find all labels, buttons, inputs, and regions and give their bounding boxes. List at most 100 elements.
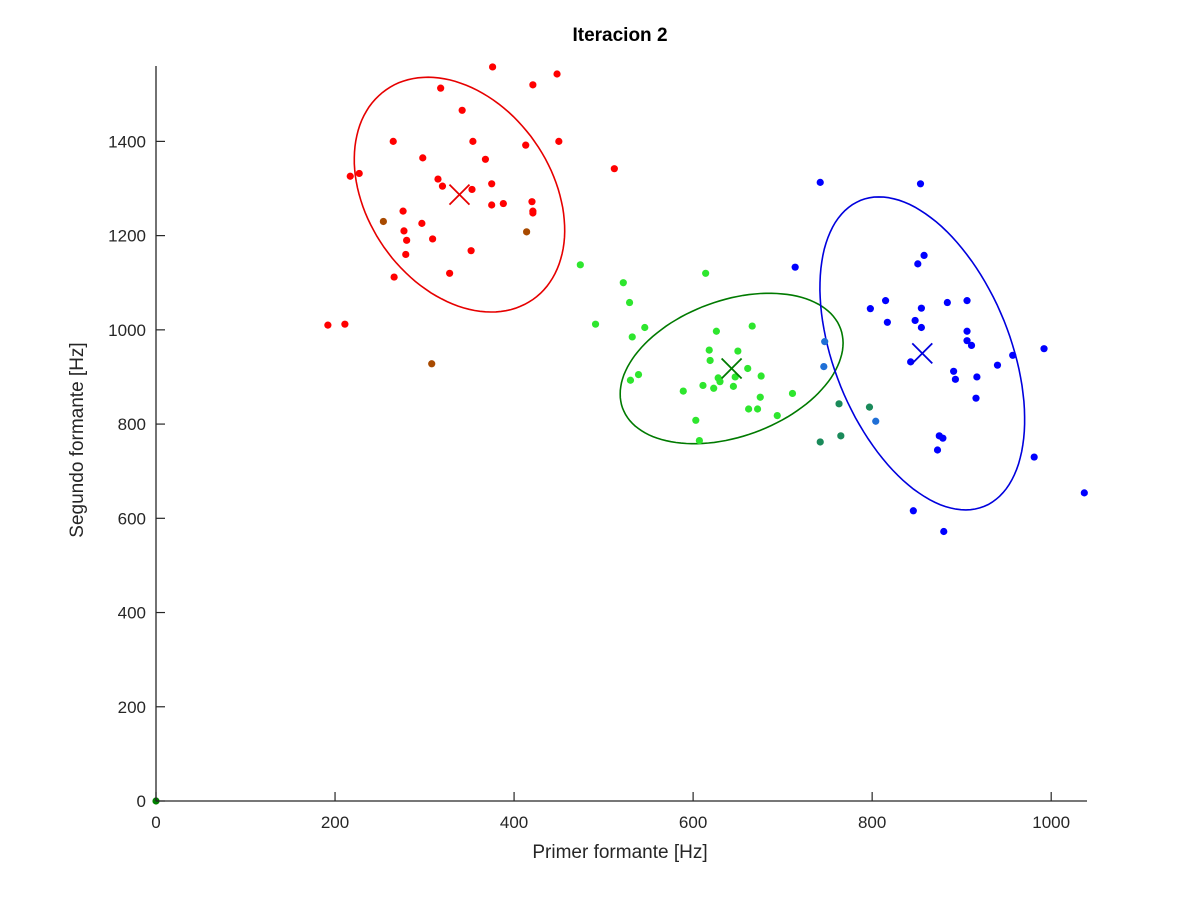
data-point xyxy=(820,362,828,371)
data-point xyxy=(816,438,824,446)
data-point xyxy=(553,70,561,78)
data-point xyxy=(481,155,490,163)
data-point xyxy=(641,323,649,332)
data-point xyxy=(816,178,824,186)
data-point xyxy=(973,373,981,381)
data-point xyxy=(499,199,507,208)
data-point xyxy=(883,318,891,326)
data-point xyxy=(467,247,475,255)
x-tick-label: 0 xyxy=(151,813,160,832)
data-point xyxy=(1080,489,1088,497)
data-point xyxy=(488,201,496,209)
data-point xyxy=(437,84,445,92)
data-point xyxy=(469,137,477,145)
data-point xyxy=(529,209,537,217)
y-axis-label: Segundo formante [Hz] xyxy=(67,342,88,537)
data-point xyxy=(933,446,942,454)
data-point xyxy=(1009,351,1017,359)
data-point xyxy=(939,434,947,442)
data-point xyxy=(346,172,354,180)
centroid-marker xyxy=(448,183,471,206)
data-point xyxy=(963,327,971,335)
data-point xyxy=(679,387,687,395)
x-tick-label: 600 xyxy=(679,813,707,832)
data-point xyxy=(940,527,948,536)
data-point xyxy=(390,273,398,281)
data-point xyxy=(705,346,713,354)
data-points xyxy=(152,63,1088,805)
data-point xyxy=(744,364,752,373)
cluster-ellipses xyxy=(353,76,1026,511)
x-axis-label: Primer formante [Hz] xyxy=(532,842,707,863)
data-point xyxy=(626,376,635,384)
data-point xyxy=(418,219,426,227)
x-axis-ticks: 0 200 400 600 800 1000 xyxy=(151,792,1070,832)
data-point xyxy=(341,320,349,328)
data-point xyxy=(917,304,925,312)
data-point xyxy=(438,182,447,190)
data-point xyxy=(434,175,442,183)
data-point xyxy=(963,337,971,345)
y-tick-label: 200 xyxy=(118,698,146,717)
data-point xyxy=(555,137,563,145)
data-point xyxy=(872,417,880,425)
data-point xyxy=(628,333,636,341)
data-point xyxy=(419,154,427,162)
data-point xyxy=(916,180,925,188)
data-point xyxy=(634,371,643,379)
data-point xyxy=(972,394,980,402)
data-point xyxy=(1040,345,1048,353)
y-axis-ticks: 0 200 400 600 800 1000 1200 1400 xyxy=(108,132,165,811)
data-point xyxy=(699,381,707,390)
data-point xyxy=(522,141,530,149)
data-point xyxy=(866,305,874,313)
data-point xyxy=(488,180,496,188)
data-point xyxy=(529,81,537,89)
data-point xyxy=(745,405,753,413)
data-point xyxy=(837,432,845,440)
data-point xyxy=(576,261,584,269)
centroid-marker xyxy=(911,342,933,365)
data-point xyxy=(706,356,714,365)
data-point xyxy=(791,263,799,271)
data-point xyxy=(692,416,700,424)
data-point xyxy=(625,298,634,307)
data-point xyxy=(911,316,919,325)
cluster-ellipse xyxy=(619,292,844,445)
data-point xyxy=(710,384,718,392)
y-tick-label: 600 xyxy=(118,509,146,528)
data-point xyxy=(920,251,928,260)
data-point xyxy=(835,400,843,408)
data-point xyxy=(379,217,387,226)
data-point xyxy=(712,327,720,335)
data-point xyxy=(821,338,829,346)
cluster-ellipse xyxy=(819,196,1026,511)
data-point xyxy=(993,361,1002,369)
data-point xyxy=(716,378,724,386)
y-tick-label: 1400 xyxy=(108,132,146,151)
data-point xyxy=(428,360,436,368)
data-point xyxy=(907,358,915,366)
axes xyxy=(155,66,1087,802)
data-point xyxy=(389,137,397,145)
data-point xyxy=(528,198,536,206)
cluster-centroids xyxy=(448,183,933,380)
data-point xyxy=(610,165,618,173)
data-point xyxy=(917,323,925,332)
x-tick-label: 400 xyxy=(500,813,528,832)
data-point xyxy=(950,367,958,375)
data-point xyxy=(702,269,710,277)
data-point xyxy=(695,436,703,445)
data-point xyxy=(773,411,781,420)
data-point xyxy=(523,228,531,236)
data-point xyxy=(756,393,764,401)
x-tick-label: 800 xyxy=(858,813,886,832)
data-point xyxy=(734,347,742,355)
data-point xyxy=(402,250,410,259)
chart-title: Iteracion 2 xyxy=(572,25,667,46)
data-point xyxy=(967,341,976,349)
data-point xyxy=(324,321,332,329)
centroid-marker xyxy=(720,357,743,380)
